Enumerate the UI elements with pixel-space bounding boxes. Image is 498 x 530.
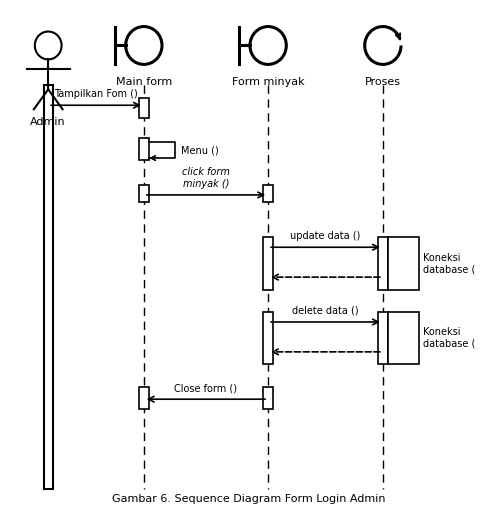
Text: update data (): update data () (290, 231, 361, 241)
Text: click form
minyak (): click form minyak () (182, 167, 230, 189)
Text: Proses: Proses (365, 77, 401, 87)
Text: Koneksi
database (: Koneksi database ( (423, 328, 476, 349)
Text: delete data (): delete data () (292, 306, 359, 316)
Text: Koneksi
database (: Koneksi database ( (423, 253, 476, 274)
Bar (138, 387, 149, 409)
Bar (388, 312, 419, 364)
Bar (263, 387, 273, 409)
Bar (377, 312, 388, 364)
Bar (377, 237, 388, 289)
Text: Menu (): Menu () (181, 145, 219, 155)
Bar (263, 185, 273, 202)
Text: Main form: Main form (116, 77, 172, 87)
Text: Gambar 6. Sequence Diagram Form Login Admin: Gambar 6. Sequence Diagram Form Login Ad… (112, 494, 386, 504)
Bar (138, 98, 149, 118)
Text: Tampilkan Fom (): Tampilkan Fom () (54, 89, 138, 99)
Text: Form minyak: Form minyak (232, 77, 304, 87)
Bar (44, 85, 52, 489)
Bar (138, 138, 149, 160)
Bar (388, 237, 419, 289)
Bar (263, 237, 273, 289)
Text: Close form (): Close form () (174, 383, 238, 393)
Bar (263, 312, 273, 364)
Bar (138, 185, 149, 202)
Text: Admin: Admin (30, 117, 66, 127)
